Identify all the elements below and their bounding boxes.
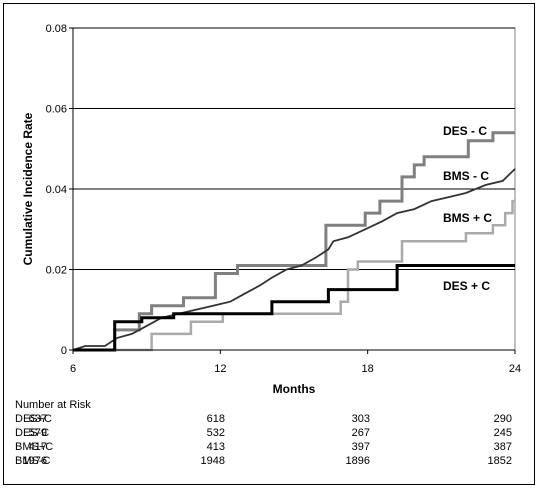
y-axis-title: Cumulative Incidence Rate bbox=[21, 112, 35, 265]
number-at-risk-table: Number at Risk DES+C 637 618 303 290 DES-C 579… bbox=[15, 398, 530, 468]
y-tick-label: 0.06 bbox=[46, 104, 67, 116]
risk-row: BMS-C 1976 1948 1896 1852 bbox=[15, 454, 530, 468]
x-tick-label: 6 bbox=[70, 363, 76, 375]
risk-count: 417 bbox=[28, 441, 47, 453]
risk-count: 579 bbox=[28, 427, 47, 439]
label-bms-minus-c: BMS - C bbox=[443, 169, 489, 183]
y-axis-ticks: 0 0.02 0.04 0.06 0.08 bbox=[46, 23, 73, 357]
risk-count: 397 bbox=[351, 441, 370, 453]
series-line-des-minus-plus-minus-c bbox=[73, 264, 515, 352]
y-tick-label: 0.08 bbox=[46, 23, 67, 35]
risk-count: 1948 bbox=[200, 455, 225, 467]
series-line-des-minus-c bbox=[73, 131, 515, 352]
series-line-bms-minus-plus-minus-c bbox=[73, 199, 515, 352]
risk-count: 245 bbox=[493, 427, 512, 439]
label-bms-plus-c: BMS + C bbox=[443, 211, 492, 225]
risk-row-name: DES-C bbox=[15, 427, 50, 439]
risk-row-name: BMS-C bbox=[15, 455, 51, 467]
risk-table-title: Number at Risk bbox=[15, 399, 91, 411]
risk-count: 387 bbox=[493, 441, 512, 453]
risk-row: DES+C 637 618 303 290 bbox=[15, 412, 530, 426]
risk-count: 532 bbox=[206, 427, 225, 439]
x-tick-label: 18 bbox=[362, 363, 374, 375]
y-tick-label: 0 bbox=[61, 345, 67, 357]
risk-count: 303 bbox=[351, 413, 370, 425]
x-axis-title: Months bbox=[273, 382, 316, 396]
label-des-plus-c: DES + C bbox=[443, 279, 490, 293]
x-axis-ticks: 6 12 18 24 bbox=[70, 350, 521, 375]
gridlines bbox=[73, 27, 515, 270]
series-lines bbox=[72, 131, 516, 352]
risk-count: 413 bbox=[206, 441, 225, 453]
cumulative-incidence-chart: 0 0.02 0.04 0.06 0.08 6 12 18 24 DES - C BMS - … bbox=[21, 23, 521, 396]
x-tick-label: 24 bbox=[509, 363, 521, 375]
y-tick-label: 0.02 bbox=[46, 265, 67, 277]
risk-count: 290 bbox=[493, 413, 512, 425]
y-tick-label: 0.04 bbox=[46, 184, 67, 196]
risk-count: 1976 bbox=[22, 455, 47, 467]
risk-row: BMS+C 417 413 397 387 bbox=[15, 440, 530, 454]
risk-count: 1852 bbox=[487, 455, 512, 467]
series-line-bms-minus-c bbox=[72, 168, 516, 351]
x-tick-label: 12 bbox=[214, 363, 226, 375]
risk-row-name: BMS+C bbox=[15, 441, 54, 453]
label-des-minus-c: DES - C bbox=[443, 124, 487, 138]
risk-row-name: DES+C bbox=[15, 413, 52, 425]
risk-count: 618 bbox=[206, 413, 225, 425]
figure-frame bbox=[3, 3, 535, 485]
risk-count: 637 bbox=[28, 413, 47, 425]
risk-count: 267 bbox=[351, 427, 370, 439]
risk-count: 1896 bbox=[345, 455, 370, 467]
risk-row: DES-C 579 532 267 245 bbox=[15, 426, 530, 440]
